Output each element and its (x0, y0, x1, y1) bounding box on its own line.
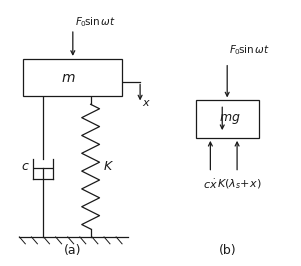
Text: $F_0\!\sin\omega t$: $F_0\!\sin\omega t$ (75, 15, 116, 29)
Text: $K$: $K$ (104, 160, 114, 173)
Text: $F_0\!\sin\omega t$: $F_0\!\sin\omega t$ (229, 43, 270, 57)
Text: $mg$: $mg$ (219, 112, 241, 126)
Text: $c\dot{x}$: $c\dot{x}$ (203, 177, 218, 191)
Text: (a): (a) (64, 244, 82, 257)
Text: $m$: $m$ (61, 70, 75, 85)
Bar (23, 59, 122, 96)
Text: (b): (b) (219, 244, 236, 257)
Bar (196, 100, 259, 138)
Text: $K(\lambda_s\!+\!x)$: $K(\lambda_s\!+\!x)$ (217, 177, 261, 191)
Text: $x$: $x$ (142, 98, 151, 108)
Text: $c$: $c$ (20, 160, 29, 173)
